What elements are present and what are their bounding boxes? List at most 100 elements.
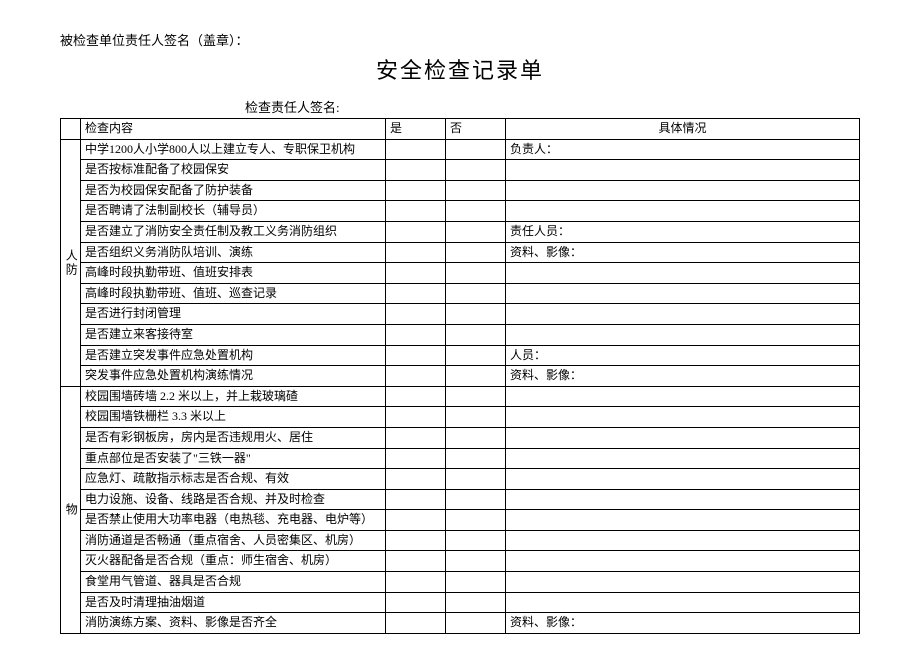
table-row: 突发事件应急处置机构演练情况资料、影像： — [61, 366, 860, 387]
detail-cell — [506, 304, 860, 325]
no-cell[interactable] — [446, 180, 506, 201]
table-row: 食堂用气管道、器具是否合规 — [61, 572, 860, 593]
no-cell[interactable] — [446, 489, 506, 510]
yes-cell[interactable] — [386, 242, 446, 263]
table-row: 是否进行封闭管理 — [61, 304, 860, 325]
detail-cell — [506, 160, 860, 181]
no-cell[interactable] — [446, 448, 506, 469]
yes-cell[interactable] — [386, 283, 446, 304]
detail-cell — [506, 283, 860, 304]
no-cell[interactable] — [446, 345, 506, 366]
content-cell: 是否有彩钢板房，房内是否违规用火、居住 — [81, 427, 386, 448]
yes-cell[interactable] — [386, 201, 446, 222]
yes-cell[interactable] — [386, 324, 446, 345]
detail-cell — [506, 407, 860, 428]
detail-cell — [506, 551, 860, 572]
detail-cell — [506, 263, 860, 284]
detail-cell — [506, 180, 860, 201]
no-cell[interactable] — [446, 592, 506, 613]
detail-cell — [506, 201, 860, 222]
detail-cell: 资料、影像： — [506, 366, 860, 387]
yes-cell[interactable] — [386, 427, 446, 448]
no-cell[interactable] — [446, 469, 506, 490]
table-row: 灭火器配备是否合规（重点：师生宿舍、机房） — [61, 551, 860, 572]
detail-cell — [506, 427, 860, 448]
no-cell[interactable] — [446, 386, 506, 407]
content-cell: 是否禁止使用大功率电器（电热毯、充电器、电炉等） — [81, 510, 386, 531]
no-cell[interactable] — [446, 613, 506, 634]
yes-cell[interactable] — [386, 489, 446, 510]
no-cell[interactable] — [446, 510, 506, 531]
detail-cell — [506, 530, 860, 551]
table-row: 人防中学1200人小学800人以上建立专人、专职保卫机构负责人： — [61, 139, 860, 160]
table-row: 是否及时清理抽油烟道 — [61, 592, 860, 613]
signature-label: 检查责任人签名: — [245, 97, 860, 116]
table-row: 电力设施、设备、线路是否合规、并及时检查 — [61, 489, 860, 510]
detail-cell — [506, 572, 860, 593]
header-note: 被检查单位责任人签名（盖章）： — [60, 30, 860, 49]
table-row: 是否禁止使用大功率电器（电热毯、充电器、电炉等） — [61, 510, 860, 531]
no-cell[interactable] — [446, 530, 506, 551]
no-cell[interactable] — [446, 407, 506, 428]
table-row: 是否建立突发事件应急处置机构 人员： — [61, 345, 860, 366]
no-cell[interactable] — [446, 366, 506, 387]
content-cell: 应急灯、疏散指示标志是否合规、有效 — [81, 469, 386, 490]
no-cell[interactable] — [446, 572, 506, 593]
no-cell[interactable] — [446, 263, 506, 284]
no-cell[interactable] — [446, 221, 506, 242]
detail-cell — [506, 448, 860, 469]
no-cell[interactable] — [446, 427, 506, 448]
table-row: 是否有彩钢板房，房内是否违规用火、居住 — [61, 427, 860, 448]
yes-cell[interactable] — [386, 345, 446, 366]
content-cell: 是否组织义务消防队培训、演练 — [81, 242, 386, 263]
yes-cell[interactable] — [386, 592, 446, 613]
detail-cell: 人员： — [506, 345, 860, 366]
content-cell: 中学1200人小学800人以上建立专人、专职保卫机构 — [81, 139, 386, 160]
yes-cell[interactable] — [386, 613, 446, 634]
category-cell: 物 — [61, 386, 81, 633]
yes-cell[interactable] — [386, 572, 446, 593]
yes-cell[interactable] — [386, 180, 446, 201]
no-cell[interactable] — [446, 283, 506, 304]
no-cell[interactable] — [446, 304, 506, 325]
yes-cell[interactable] — [386, 160, 446, 181]
yes-cell[interactable] — [386, 304, 446, 325]
no-cell[interactable] — [446, 242, 506, 263]
table-row: 物校园围墙砖墙 2.2 米以上，并上栽玻璃碴 — [61, 386, 860, 407]
content-cell: 是否按标准配备了校园保安 — [81, 160, 386, 181]
yes-cell[interactable] — [386, 263, 446, 284]
category-cell: 人防 — [61, 139, 81, 386]
col-no-header: 否 — [446, 119, 506, 140]
yes-cell[interactable] — [386, 551, 446, 572]
no-cell[interactable] — [446, 139, 506, 160]
yes-cell[interactable] — [386, 221, 446, 242]
yes-cell[interactable] — [386, 366, 446, 387]
table-row: 应急灯、疏散指示标志是否合规、有效 — [61, 469, 860, 490]
table-row: 校园围墙铁栅栏 3.3 米以上 — [61, 407, 860, 428]
no-cell[interactable] — [446, 324, 506, 345]
yes-cell[interactable] — [386, 407, 446, 428]
content-cell: 是否及时清理抽油烟道 — [81, 592, 386, 613]
yes-cell[interactable] — [386, 469, 446, 490]
detail-cell — [506, 489, 860, 510]
content-cell: 消防演练方案、资料、影像是否齐全 — [81, 613, 386, 634]
content-cell: 高峰时段执勤带班、值班安排表 — [81, 263, 386, 284]
yes-cell[interactable] — [386, 386, 446, 407]
no-cell[interactable] — [446, 551, 506, 572]
yes-cell[interactable] — [386, 510, 446, 531]
no-cell[interactable] — [446, 160, 506, 181]
yes-cell[interactable] — [386, 530, 446, 551]
content-cell: 是否建立突发事件应急处置机构 — [81, 345, 386, 366]
detail-cell — [506, 386, 860, 407]
content-cell: 高峰时段执勤带班、值班、巡查记录 — [81, 283, 386, 304]
yes-cell[interactable] — [386, 448, 446, 469]
yes-cell[interactable] — [386, 139, 446, 160]
content-cell: 重点部位是否安装了"三铁一器" — [81, 448, 386, 469]
table-row: 消防演练方案、资料、影像是否齐全资料、影像： — [61, 613, 860, 634]
detail-cell — [506, 324, 860, 345]
content-cell: 消防通道是否畅通（重点宿舍、人员密集区、机房） — [81, 530, 386, 551]
detail-cell — [506, 592, 860, 613]
detail-cell: 责任人员： — [506, 221, 860, 242]
col-category-header — [61, 119, 81, 140]
no-cell[interactable] — [446, 201, 506, 222]
